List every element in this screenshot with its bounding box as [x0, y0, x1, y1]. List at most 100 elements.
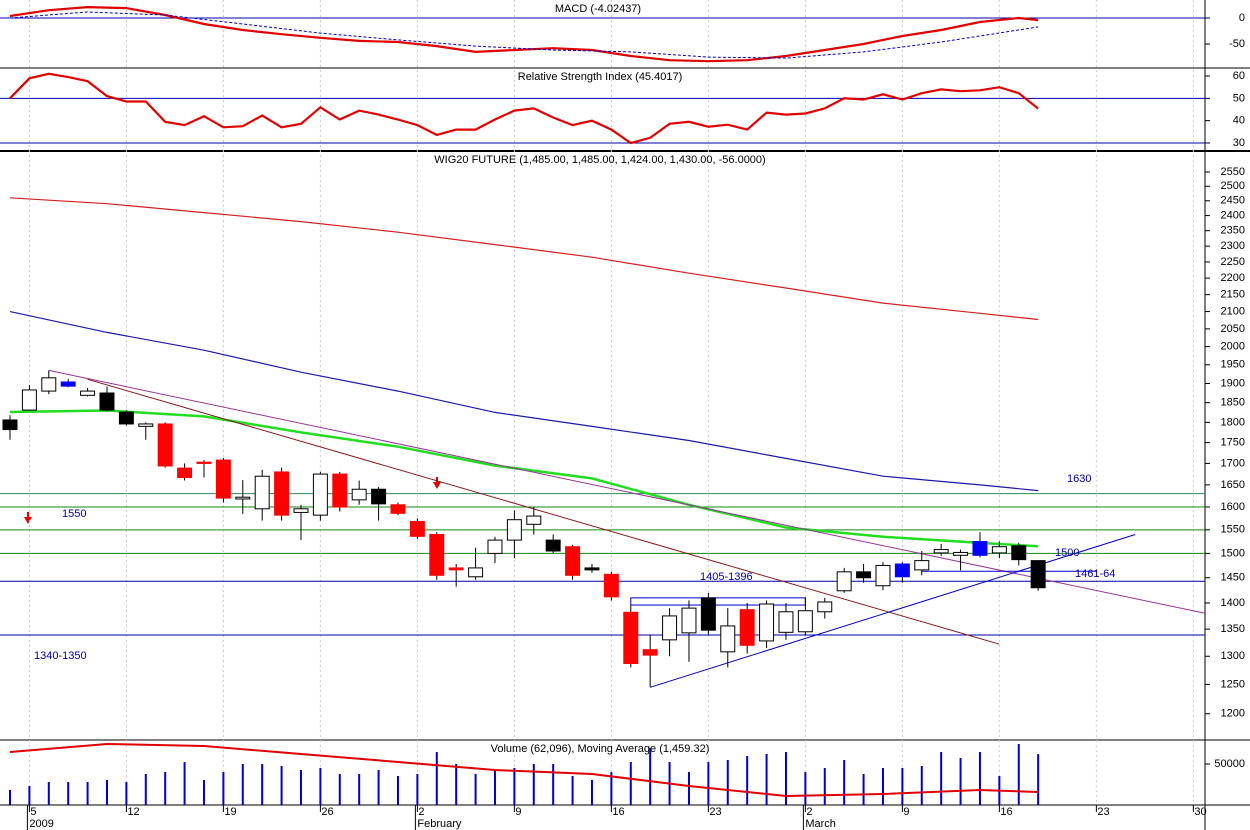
- y-tick-label: 1700: [1221, 457, 1245, 469]
- candle-body: [1011, 545, 1027, 561]
- indicator-line: [9, 11, 1039, 59]
- y-tick-label: 1600: [1221, 501, 1245, 513]
- candle-body: [759, 603, 775, 642]
- annotation: 1405-1396: [700, 571, 753, 583]
- y-tick-label: 30: [1233, 137, 1245, 149]
- volume-bar: [978, 752, 981, 805]
- candle-body: [468, 567, 484, 578]
- y-tick-label: 2200: [1221, 272, 1245, 284]
- candle-body: [642, 649, 658, 656]
- volume-bar: [590, 780, 593, 805]
- candle-body: [215, 459, 231, 499]
- candle-body: [390, 504, 406, 514]
- volume-bar: [241, 764, 244, 805]
- x-tick-label: 23: [709, 806, 721, 818]
- volume-bar: [629, 762, 632, 805]
- candle-body: [662, 615, 678, 641]
- candle-body: [371, 488, 387, 505]
- candle-body: [836, 571, 852, 592]
- x-tick-label: 16: [612, 806, 624, 818]
- volume-bar: [222, 772, 225, 805]
- y-tick-label: 0: [1239, 12, 1245, 24]
- volume-bar: [164, 772, 167, 805]
- volume-bar: [1037, 754, 1040, 805]
- y-tick-label: 2250: [1221, 256, 1245, 268]
- y-tick-label: 1200: [1221, 708, 1245, 720]
- candle-body: [778, 611, 794, 633]
- candle-body: [584, 567, 600, 571]
- volume-bar: [455, 764, 458, 805]
- y-tick-label: 1850: [1221, 397, 1245, 409]
- y-tick-label: 1550: [1221, 524, 1245, 536]
- volume-bar: [920, 765, 923, 805]
- candle-body: [21, 389, 37, 411]
- candle-body: [177, 467, 193, 479]
- y-tick-label: 2500: [1221, 180, 1245, 192]
- y-tick-label: 60: [1233, 70, 1245, 82]
- annotation: 1630: [1067, 473, 1091, 485]
- trend-line: [650, 534, 1136, 688]
- x-tick-label: 2: [806, 806, 812, 818]
- y-tick-label: 2050: [1221, 323, 1245, 335]
- volume-bar: [1017, 744, 1020, 805]
- moving-average: [9, 311, 1039, 492]
- candle-body: [603, 573, 619, 598]
- volume-bar: [687, 772, 690, 805]
- volume-bar: [765, 754, 768, 805]
- y-tick-label: 2100: [1221, 305, 1245, 317]
- x-tick-label: 26: [321, 806, 333, 818]
- panel-title: Relative Strength Index (45.4017): [518, 71, 683, 83]
- y-tick-label: 2150: [1221, 289, 1245, 301]
- volume-bar: [396, 775, 399, 805]
- y-tick-label: 1250: [1221, 678, 1245, 690]
- volume-bar: [67, 782, 70, 805]
- volume-moving-average: [9, 742, 1039, 798]
- arrow-marker: [433, 477, 441, 489]
- volume-bar: [746, 755, 749, 805]
- y-tick-label: 1800: [1221, 416, 1245, 428]
- volume-bar: [823, 768, 826, 805]
- volume-bar: [28, 785, 31, 805]
- y-tick-label: 1750: [1221, 437, 1245, 449]
- candle-body: [991, 546, 1007, 554]
- moving-average: [9, 409, 1039, 548]
- candle-body: [700, 597, 716, 631]
- y-tick-label: -50: [1229, 38, 1245, 50]
- candle-body: [623, 611, 639, 664]
- volume-bar: [8, 790, 11, 805]
- x-tick-label: 9: [903, 806, 909, 818]
- volume-bar: [940, 752, 943, 805]
- annotation: 1340-1350: [34, 650, 87, 662]
- volume-bar: [649, 748, 652, 805]
- candle-body: [856, 571, 872, 579]
- y-tick-label: 2350: [1221, 225, 1245, 237]
- candle-body: [448, 567, 464, 571]
- candle-body: [545, 539, 561, 552]
- volume-bar: [804, 772, 807, 805]
- candle-body: [429, 533, 445, 576]
- y-tick-label: 1300: [1221, 650, 1245, 662]
- candle-body: [953, 551, 969, 556]
- volume-bar: [552, 764, 555, 805]
- candle-body: [565, 546, 581, 576]
- volume-bar: [959, 758, 962, 805]
- y-tick-label: 50: [1233, 92, 1245, 104]
- candle-body: [720, 625, 736, 653]
- volume-bar: [280, 765, 283, 805]
- volume-bar: [144, 774, 147, 805]
- candle-body: [138, 423, 154, 427]
- candle-body: [332, 473, 348, 508]
- candle-body: [972, 541, 988, 556]
- y-tick-label: 2300: [1221, 240, 1245, 252]
- volume-bar: [901, 768, 904, 805]
- volume-bar: [571, 775, 574, 805]
- x-tick-label: 23: [1097, 806, 1109, 818]
- volume-bar: [493, 770, 496, 805]
- candle-body: [487, 539, 503, 554]
- volume-bar: [610, 772, 613, 805]
- x-tick-label: 5: [30, 806, 36, 818]
- volume-bar: [183, 762, 186, 805]
- volume-bar: [881, 768, 884, 805]
- candle-body: [933, 549, 949, 554]
- panel-title: Volume (62,096), Moving Average (1,459.3…: [491, 743, 710, 755]
